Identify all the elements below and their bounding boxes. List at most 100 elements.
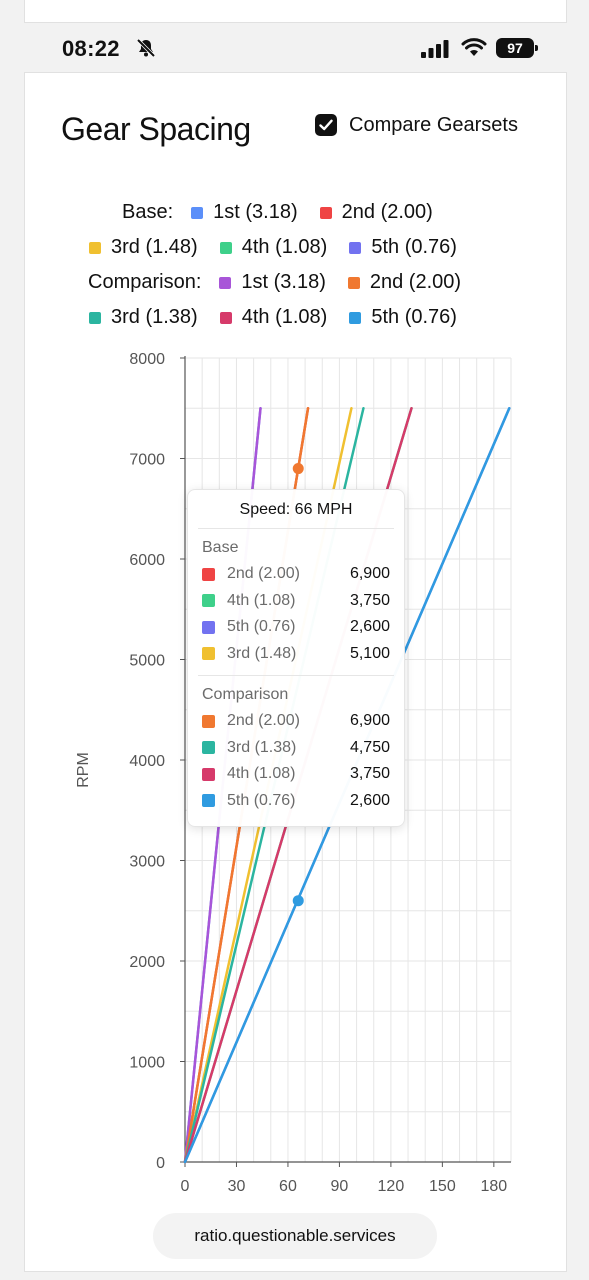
y-tick-label: 8000 [129,351,165,368]
legend-swatch [219,311,232,324]
x-tick-label: 120 [378,1178,405,1195]
page-title: Gear Spacing [61,111,251,147]
wifi-icon [461,38,487,56]
tooltip-comparison-row: 3rd (1.38) 4,750 [202,735,390,762]
y-tick-label: 4000 [129,753,165,770]
tooltip-base-heading: Base [202,539,239,556]
tooltip-swatch [202,767,215,781]
tooltip-rpm-value: 3,750 [349,765,390,783]
legend-item-label: 5th (0.76) [371,236,457,258]
legend-swatch [219,276,232,289]
legend-swatch [89,241,101,254]
status-bar: 08:22 97 [0,30,589,66]
y-tick-label: 6000 [129,552,165,569]
tooltip-gear-label: 2nd (2.00) [227,565,300,583]
legend-item-label: 4th (1.08) [241,236,328,258]
y-tick-label: 0 [156,1155,165,1172]
tooltip-base-row: 3rd (1.48) 5,100 [202,641,390,668]
legend-comparison-label: Comparison: [88,271,202,293]
gear-spacing-card: Gear Spacing Compare Gearsets Base: 1st … [24,72,567,1272]
y-tick-label: 1000 [129,1055,165,1072]
y-axis-label: RPM [75,752,92,788]
legend-item-label: 1st (3.18) [213,201,298,223]
status-time: 08:22 [62,36,120,61]
chart-tooltip: Speed: 66 MPH Base 2nd (2.00) 6,900 4th (1… [187,489,405,827]
legend-item-comparison-4th[interactable]: 4th (1.08) [219,306,328,329]
url-bar[interactable]: ratio.questionable.services [153,1213,437,1259]
hover-point-comparison-5th [292,895,304,907]
legend-item-label: 3rd (1.38) [111,306,198,328]
checkmark-icon [319,119,333,131]
tooltip-gear-label: 3rd (1.38) [227,738,297,756]
legend-item-base-1st[interactable]: 1st (3.18) [191,201,298,224]
tooltip-swatch [202,647,215,661]
legend-item-comparison-1st[interactable]: 1st (3.18) [219,271,326,294]
compare-gearsets-toggle[interactable]: Compare Gearsets [315,113,518,137]
x-tick-label: 60 [279,1178,297,1195]
legend-item-label: 4th (1.08) [241,306,328,328]
legend-row-comparison-2: 3rd (1.38) 4th (1.08) 5th (0.76) [89,306,457,329]
tooltip-base-row: 2nd (2.00) 6,900 [202,561,390,588]
legend-item-label: 3rd (1.48) [111,236,198,258]
tooltip-rpm-value: 6,900 [349,565,390,583]
legend-swatch [89,311,101,324]
tooltip-swatch [202,741,215,755]
tooltip-swatch [202,567,215,581]
legend-swatch [349,311,362,324]
legend-item-comparison-2nd[interactable]: 2nd (2.00) [347,271,462,294]
y-tick-label: 3000 [129,854,165,871]
tooltip-gear-label: 5th (0.76) [227,791,296,809]
tooltip-swatch [202,620,215,634]
legend-swatch [319,206,332,219]
tooltip-comparison-row: 2nd (2.00) 6,900 [202,708,390,735]
tooltip-gear-label: 3rd (1.48) [227,644,297,662]
legend-item-base-3rd[interactable]: 3rd (1.48) [89,236,198,259]
x-tick-label: 150 [429,1178,456,1195]
tooltip-gear-label: 4th (1.08) [227,591,296,609]
y-tick-label: 5000 [129,653,165,670]
x-tick-label: 90 [331,1178,349,1195]
legend-swatch [349,241,362,254]
tooltip-base-rows: 2nd (2.00) 6,900 4th (1.08) 3,750 5th (0.76)… [188,561,404,667]
battery-indicator: 97 [496,38,538,58]
tooltip-swatch [202,714,215,728]
tooltip-swatch [202,594,215,608]
tooltip-base-row: 4th (1.08) 3,750 [202,588,390,615]
previous-card-edge [24,0,567,23]
x-tick-label: 0 [181,1178,190,1195]
tooltip-comparison-row: 5th (0.76) 2,600 [202,788,390,815]
tooltip-title: Speed: 66 MPH [198,490,394,529]
legend-item-label: 2nd (2.00) [369,271,462,293]
tooltip-rpm-value: 5,100 [349,644,390,662]
legend-item-base-2nd[interactable]: 2nd (2.00) [319,201,433,224]
legend-item-base-5th[interactable]: 5th (0.76) [349,236,457,259]
compare-checkbox[interactable] [315,114,337,136]
legend-swatch [347,276,360,289]
legend-swatch [191,206,204,219]
tooltip-rpm-value: 3,750 [349,591,390,609]
legend-item-base-4th[interactable]: 4th (1.08) [219,236,328,259]
legend-base-label: Base: [122,201,174,223]
tooltip-divider [198,675,394,676]
hover-point-comparison-2nd [292,463,304,475]
y-tick-label: 2000 [129,954,165,971]
legend-row-comparison-1: Comparison: 1st (3.18) 2nd (2.00) [88,271,461,294]
x-tick-label: 180 [480,1178,507,1195]
y-tick-label: 7000 [129,452,165,469]
tooltip-comparison-rows: 2nd (2.00) 6,900 3rd (1.38) 4,750 4th (1.08)… [188,708,404,814]
legend-item-label: 2nd (2.00) [341,201,433,223]
tooltip-base-row: 5th (0.76) 2,600 [202,614,390,641]
tooltip-gear-label: 5th (0.76) [227,618,296,636]
compare-label: Compare Gearsets [349,113,518,136]
tooltip-rpm-value: 2,600 [349,791,390,809]
tooltip-comparison-row: 4th (1.08) 3,750 [202,761,390,788]
legend-item-comparison-3rd[interactable]: 3rd (1.38) [89,306,198,329]
legend-item-comparison-5th[interactable]: 5th (0.76) [349,306,457,329]
legend-item-label: 5th (0.76) [371,306,457,328]
tooltip-rpm-value: 6,900 [349,712,390,730]
legend-item-label: 1st (3.18) [241,271,326,293]
tooltip-rpm-value: 4,750 [349,738,390,756]
tooltip-gear-label: 2nd (2.00) [227,712,300,730]
tooltip-swatch [202,794,215,808]
tooltip-rpm-value: 2,600 [349,618,390,636]
